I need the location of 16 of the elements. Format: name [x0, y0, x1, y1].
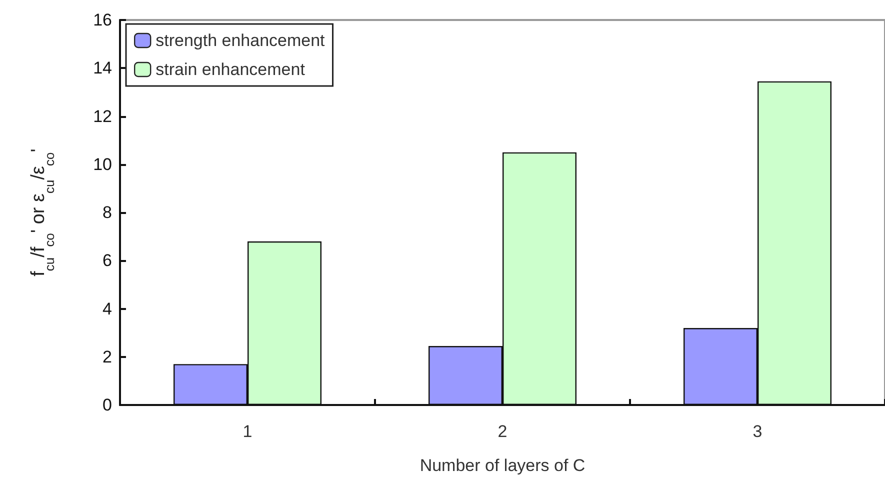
- text: fcu/fco' or εcu/εco': [28, 148, 57, 276]
- y-tick-label: 14: [93, 58, 112, 78]
- y-tick-label: 8: [102, 203, 112, 222]
- y-tick-label: 16: [93, 10, 112, 30]
- y-tick-label: 12: [93, 106, 112, 126]
- x-tick-label: 2: [498, 422, 508, 441]
- x-axis-title: Number of layers of C: [420, 456, 586, 475]
- y-tick-label: 2: [102, 347, 112, 366]
- y-tick-label: 4: [102, 299, 112, 318]
- legend-label: strength enhancement: [156, 31, 326, 50]
- y-tick-label: 6: [102, 251, 112, 270]
- x-tick-label: 1: [242, 422, 252, 441]
- y-tick-label: 10: [93, 154, 112, 174]
- x-tick-label: 3: [752, 422, 762, 441]
- legend-label: strain enhancement: [156, 60, 306, 79]
- y-tick-label: 0: [102, 396, 112, 414]
